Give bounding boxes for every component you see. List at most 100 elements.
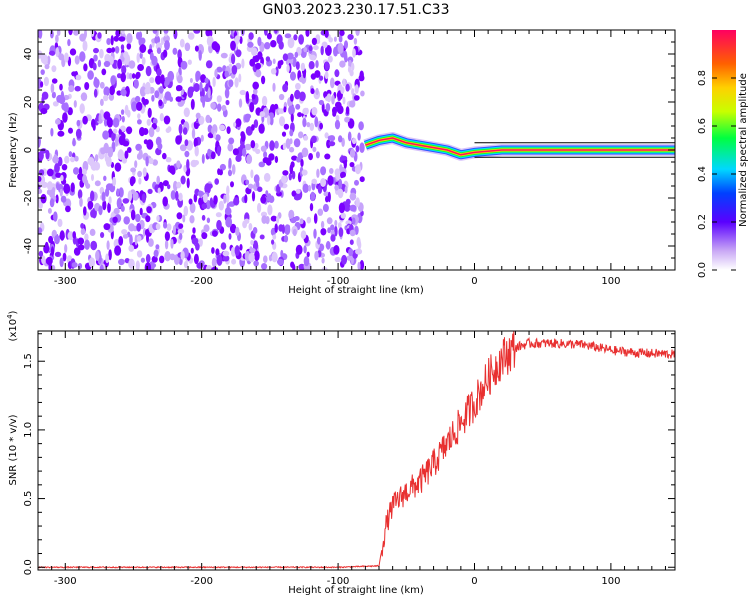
spectrogram-noise-blob: [67, 231, 75, 241]
y-tick-label: -40: [23, 238, 34, 254]
spectrogram-noise-blob: [128, 244, 135, 252]
spectrogram-noise-blob: [99, 81, 105, 89]
spectrogram-noise-blob: [146, 118, 151, 126]
spectrogram-noise-blob: [120, 205, 125, 212]
spectrogram-noise-blob: [346, 255, 352, 261]
spectrogram-noise-blob: [73, 100, 77, 108]
spectrogram-noise-blob: [195, 73, 199, 83]
spectrogram-noise-blob: [349, 148, 356, 158]
spectrogram-noise-blob: [156, 47, 162, 54]
spectrogram-noise-blob: [121, 65, 127, 75]
spectrogram-noise-blob: [331, 94, 335, 105]
spectrogram-noise-blob: [172, 225, 176, 236]
spectrogram-noise-blob: [95, 250, 100, 261]
spectrogram-noise-blob: [107, 202, 111, 213]
spectrogram-noise-blob: [295, 61, 300, 70]
spectrogram-noise-blob: [314, 250, 319, 261]
spectrogram-noise-blob: [182, 127, 188, 135]
spectrogram-noise-blob: [351, 88, 355, 96]
spectrogram-noise-blob: [157, 187, 161, 194]
spectrogram-noise-blob: [189, 78, 193, 83]
spectrogram-noise-blob: [203, 193, 208, 204]
spectrogram-noise-blob: [301, 169, 308, 176]
spectrogram-noise-blob: [270, 215, 278, 222]
spectrogram-noise-blob: [339, 60, 346, 68]
spectrogram-noise-blob: [289, 129, 294, 137]
spectrogram-noise-blob: [290, 71, 296, 81]
spectrogram-noise-blob: [70, 156, 75, 163]
spectrogram-noise-blob: [112, 176, 117, 187]
spectrogram-noise-blob: [245, 179, 250, 185]
spectrogram-noise-blob: [244, 143, 252, 151]
spectrogram-noise-blob: [127, 147, 132, 153]
figure-title: GN03.2023.230.17.51.C33: [263, 2, 450, 18]
spectrogram-noise-blob: [248, 32, 254, 40]
spectrogram-noise-blob: [320, 45, 324, 56]
spectrogram-noise-blob: [314, 116, 319, 128]
spectrogram-noise-blob: [358, 121, 364, 131]
spectrogram-noise-blob: [147, 107, 152, 118]
spectrogram-noise-blob: [311, 178, 318, 185]
spectrogram-noise-blob: [50, 83, 55, 94]
spectrogram-noise-blob: [134, 234, 138, 246]
spectrogram-noise-blob: [294, 51, 299, 58]
y-tick-label: 0.0: [23, 559, 34, 575]
spectrogram-noise-blob: [250, 169, 254, 179]
spectrogram-noise-blob: [231, 53, 236, 65]
spectrogram-noise-blob: [102, 200, 107, 211]
spectrogram-noise-blob: [328, 141, 336, 147]
spectrogram-noise-blob: [301, 147, 309, 158]
x-tick-label: 0: [471, 576, 477, 587]
spectrogram-noise-blob: [343, 159, 347, 169]
spectrogram-noise-blob: [333, 245, 340, 255]
spectrogram-noise-blob: [205, 265, 213, 270]
spectrogram-noise-blob: [335, 173, 341, 180]
spectrogram-noise-blob: [235, 226, 240, 236]
spectrogram-noise-blob: [137, 64, 145, 71]
spectrogram-noise-blob: [112, 216, 118, 223]
spectrogram-noise-blob: [359, 142, 365, 153]
spectrogram-noise-blob: [76, 119, 81, 127]
spectrogram-noise-blob: [179, 38, 185, 48]
spectrogram-noise-blob: [135, 213, 141, 223]
spectrogram-noise-blob: [220, 52, 228, 59]
spectrogram-noise-blob: [345, 106, 350, 115]
spectrogram-noise-blob: [283, 123, 290, 130]
spectrogram-noise-blob: [67, 107, 73, 116]
spectrogram-noise-blob: [51, 91, 57, 99]
spectrogram-noise-blob: [285, 138, 291, 149]
spectrogram-noise-blob: [151, 94, 155, 102]
spectrogram-noise-blob: [136, 52, 140, 63]
spectrogram-noise-blob: [57, 218, 63, 228]
spectrogram-noise-blob: [342, 78, 346, 87]
spectrogram-noise-blob: [109, 85, 115, 96]
spectrogram-noise-blob: [118, 187, 124, 198]
spectrogram-noise-blob: [283, 235, 289, 243]
spectrogram-noise-blob: [341, 254, 348, 265]
spectrogram-noise-blob: [315, 87, 319, 96]
spectrogram-noise-blob: [77, 237, 85, 245]
spectrogram-noise-blob: [41, 255, 46, 265]
y-tick-label: 0: [23, 147, 34, 153]
spectrogram-noise-blob: [293, 138, 301, 148]
spectrogram-noise-blob: [114, 245, 122, 256]
spectrogram-noise-blob: [84, 82, 90, 90]
spectrogram-noise-blob: [338, 178, 343, 190]
spectrogram-noise-blob: [40, 193, 47, 204]
spectrogram-noise-blob: [146, 232, 149, 243]
spectrogram-noise-blob: [344, 185, 348, 194]
spectrogram-noise-blob: [120, 44, 125, 51]
spectrogram-noise-blob: [317, 236, 321, 245]
spectrogram-noise-blob: [191, 128, 196, 139]
spectrogram-noise-blob: [148, 238, 154, 247]
spectrogram-noise-blob: [84, 239, 90, 250]
spectrogram-noise-blob: [302, 183, 309, 193]
spectrogram-noise-blob: [164, 239, 169, 250]
spectrogram-noise-blob: [311, 106, 318, 116]
spectrogram-noise-blob: [80, 223, 85, 229]
spectrogram-noise-blob: [227, 169, 233, 177]
spectrogram-noise-blob: [200, 134, 204, 142]
spectrogram-noise-blob: [176, 85, 181, 92]
spectrogram-noise-blob: [247, 41, 254, 48]
spectrogram-noise-blob: [302, 69, 306, 79]
